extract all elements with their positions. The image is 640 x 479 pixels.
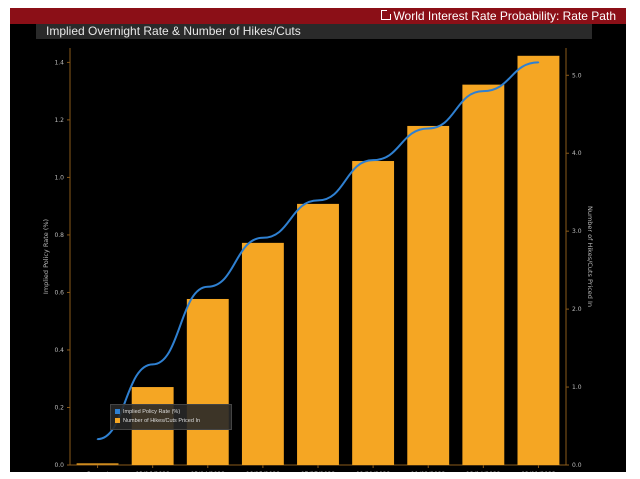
line-point <box>427 127 430 130</box>
y-tick-label-left: 1.2 <box>54 117 64 124</box>
chart-title-bar: Implied Overnight Rate & Number of Hikes… <box>36 24 592 39</box>
x-tick-label: 06/15/2022 <box>246 471 281 472</box>
line-point <box>537 61 540 64</box>
y-tick-label-left: 0.8 <box>54 232 64 239</box>
bar <box>407 125 450 466</box>
line-point <box>262 237 264 239</box>
window-title: World Interest Rate Probability: Rate Pa… <box>393 9 616 23</box>
x-tick-label: 07/27/2022 <box>301 471 336 472</box>
chart-plot: 0.0 0.2 0.4 0.6 0.8 1.0 1.2 1.4 0.0 1.0 2.0 3.0 4.0 5… <box>42 48 594 472</box>
x-tick-label: 12/14/2022 <box>466 471 501 472</box>
x-tick-label: 09/21/2022 <box>356 471 391 472</box>
line-point <box>206 285 209 288</box>
window-title-bar: World Interest Rate Probability: Rate Pa… <box>10 8 626 24</box>
chart-legend: Implied Policy Rate (%) Number of Hikes/… <box>110 404 232 430</box>
chart-title: Implied Overnight Rate & Number of Hikes… <box>46 24 301 38</box>
y-tick-label-right: 5.0 <box>572 72 582 79</box>
legend-swatch-hikes <box>115 418 120 424</box>
legend-swatch-rate <box>115 409 120 415</box>
line-point <box>151 363 154 366</box>
series-line-rate <box>97 61 539 441</box>
y-tick-label-left: 0.2 <box>54 404 64 411</box>
legend-label-hikes: Number of Hikes/Cuts Priced In <box>123 418 201 424</box>
line-point <box>372 159 374 161</box>
legend-label-rate: Implied Policy Rate (%) <box>123 409 181 415</box>
x-tick-label: 05/04/2022 <box>190 471 225 472</box>
legend-item-hikes: Number of Hikes/Cuts Priced In <box>115 418 200 424</box>
x-tick-label: Current <box>86 471 109 472</box>
y-tick-label-left: 0.0 <box>54 462 64 469</box>
bar <box>241 242 284 465</box>
y-tick-label-right: 1.0 <box>572 384 582 391</box>
y-tick-label-right: 2.0 <box>572 306 582 313</box>
y-tick-label-right: 3.0 <box>572 228 582 235</box>
y-axis-label-right: Number of Hikes/Cuts Priced In <box>586 206 594 307</box>
y-tick-label-left: 1.0 <box>54 174 64 181</box>
line-point <box>482 90 485 92</box>
bar <box>186 298 229 465</box>
external-link-icon[interactable] <box>381 8 393 20</box>
line-point <box>317 199 319 202</box>
line-point <box>96 438 99 440</box>
bar <box>297 203 339 465</box>
y-axis-label-left: Implied Policy Rate (%) <box>42 219 50 294</box>
bar <box>352 161 395 466</box>
chart-frame: World Interest Rate Probability: Rate Pa… <box>10 8 626 472</box>
legend-item-rate: Implied Policy Rate (%) <box>115 409 180 415</box>
x-tick-label: 03/16/2022 <box>135 471 170 472</box>
y-tick-label-left: 1.4 <box>54 59 64 66</box>
y-tick-label-right: 0.0 <box>572 462 582 469</box>
x-tick-label: 02/01/2023 <box>521 471 556 472</box>
y-tick-label-right: 4.0 <box>572 150 582 157</box>
bar <box>517 55 560 465</box>
x-tick-label: 11/02/2022 <box>411 471 446 472</box>
y-tick-label-left: 0.6 <box>54 289 64 296</box>
bar <box>462 84 505 466</box>
y-tick-label-left: 0.4 <box>54 347 64 354</box>
